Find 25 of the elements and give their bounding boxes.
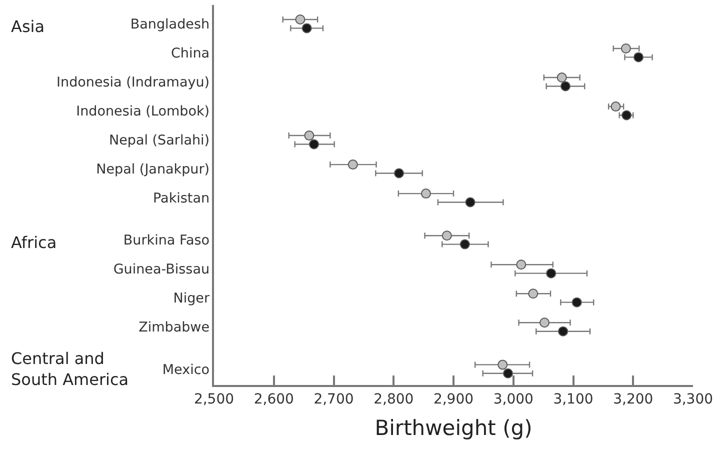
y-tick-label: Indonesia (Lombok): [76, 104, 210, 120]
text: Asia: [11, 17, 45, 36]
y-tick-label: Niger: [173, 290, 210, 307]
y-tick-label: Pakistan: [153, 190, 210, 207]
x-tick-label: 2,700: [314, 392, 354, 408]
y-tick-label: Guinea-Bissau: [113, 262, 210, 278]
text: Africa: [11, 233, 57, 252]
x-tick-label: 2,800: [374, 392, 414, 408]
x-tick-label: 3,000: [493, 392, 534, 408]
x-tick-label: 2,600: [254, 392, 294, 408]
y-tick-label: Nepal (Janakpur): [96, 162, 210, 178]
y-tick-label: Mexico: [162, 362, 210, 378]
y-tick-label: Indonesia (Indramayu): [56, 74, 210, 91]
y-tick-label: Zimbabwe: [138, 320, 210, 336]
y-tick-label: Burkina Faso: [123, 232, 210, 249]
text: Central and South America: [11, 349, 129, 389]
x-tick-label: 3,300: [672, 392, 714, 408]
y-tick-label: Bangladesh: [130, 16, 210, 33]
y-tick-label: China: [170, 46, 210, 62]
x-tick-label: 3,100: [553, 392, 594, 408]
x-tick-label: 3,200: [613, 392, 654, 408]
x-tick-label: 2,900: [433, 392, 474, 408]
x-axis-title: Birthweight (g): [374, 416, 532, 440]
x-tick-label: 2,500: [194, 392, 234, 408]
y-tick-label: Nepal (Sarlahi): [109, 132, 210, 149]
